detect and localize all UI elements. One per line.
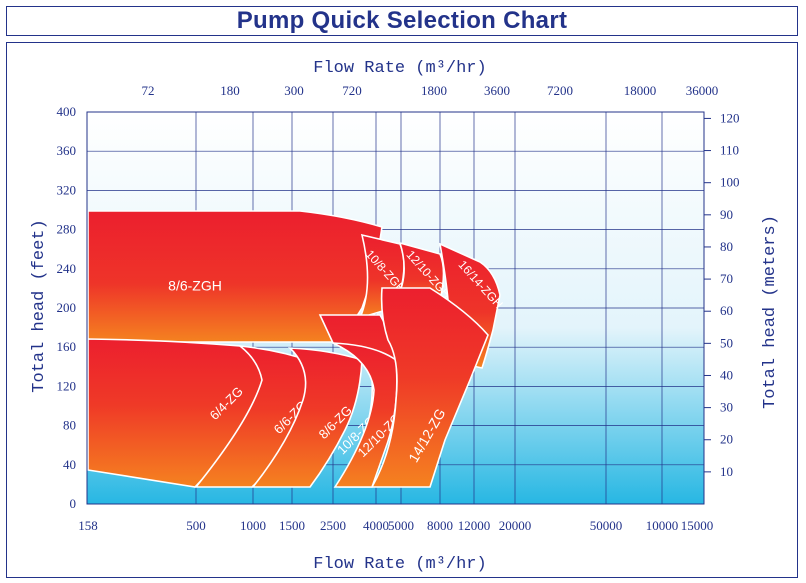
chart-frame — [6, 42, 798, 578]
bottom-tick-label: 2500 — [320, 518, 346, 533]
right-tick-label: 20 — [720, 432, 733, 447]
top-tick-label: 720 — [342, 83, 362, 98]
right-tick-label: 30 — [720, 400, 733, 415]
left-tick-label: 320 — [57, 182, 77, 197]
chart-title: Pump Quick Selection Chart — [236, 7, 568, 34]
right-tick-label: 110 — [720, 143, 739, 158]
y-axis-title-left: Total head (feet) — [30, 219, 49, 392]
top-tick-label: 18000 — [624, 83, 657, 98]
top-tick-label: 300 — [284, 83, 304, 98]
x-axis-title-bottom: Flow Rate (m³/hr) — [313, 555, 486, 574]
bottom-tick-label: 158 — [78, 518, 98, 533]
pump-region-label: 8/6-ZGH — [168, 278, 222, 294]
left-tick-label: 0 — [70, 496, 77, 511]
top-tick-label: 7200 — [547, 83, 573, 98]
left-tick-label: 200 — [57, 300, 77, 315]
left-tick-label: 40 — [63, 457, 76, 472]
right-tick-label: 40 — [720, 367, 733, 382]
left-tick-label: 360 — [57, 143, 77, 158]
top-tick-label: 72 — [142, 83, 155, 98]
bottom-tick-label: 8000 — [427, 518, 453, 533]
left-tick-label: 160 — [57, 339, 77, 354]
right-tick-label: 80 — [720, 239, 733, 254]
bottom-tick-label: 4000 — [363, 518, 389, 533]
bottom-tick-label: 12000 — [458, 518, 491, 533]
right-tick-label: 50 — [720, 335, 733, 350]
title-bar: Pump Quick Selection Chart — [6, 6, 798, 36]
right-tick-label: 70 — [720, 271, 733, 286]
bottom-tick-label: 20000 — [499, 518, 532, 533]
right-tick-label: 10 — [720, 464, 733, 479]
tick-labels: 0 40 80 120 160 200 240 280 320 360 400 10 20 30 40 50 6… — [57, 83, 740, 533]
pump-region: 6/4-ZG — [87, 338, 269, 488]
y-axis-title-right: Total head (meters) — [761, 215, 780, 409]
pump-region-shape — [370, 287, 489, 488]
left-tick-label: 80 — [63, 418, 76, 433]
right-tick-label: 60 — [720, 303, 733, 318]
left-tick-label: 240 — [57, 261, 77, 276]
left-tick-label: 120 — [57, 378, 77, 393]
bottom-tick-label: 15000 — [681, 518, 714, 533]
top-tick-label: 3600 — [484, 83, 510, 98]
bottom-tick-label: 5000 — [388, 518, 414, 533]
plot-border — [86, 111, 705, 505]
right-tick-label: 100 — [720, 175, 740, 190]
bottom-tick-label: 1500 — [279, 518, 305, 533]
top-tick-label: 180 — [220, 83, 240, 98]
bottom-tick-label: 1000 — [240, 518, 266, 533]
bottom-tick-label: 10000 — [646, 518, 679, 533]
bottom-tick-label: 500 — [186, 518, 206, 533]
top-tick-label: 36000 — [686, 83, 719, 98]
bottom-tick-label: 50000 — [590, 518, 623, 533]
right-tick-label: 90 — [720, 207, 733, 222]
pump-region-shape — [332, 342, 398, 488]
right-tick-label: 120 — [720, 110, 740, 125]
top-tick-label: 1800 — [421, 83, 447, 98]
left-tick-label: 400 — [57, 104, 77, 119]
left-tick-label: 280 — [57, 222, 77, 237]
x-axis-title-top: Flow Rate (m³/hr) — [313, 59, 486, 78]
